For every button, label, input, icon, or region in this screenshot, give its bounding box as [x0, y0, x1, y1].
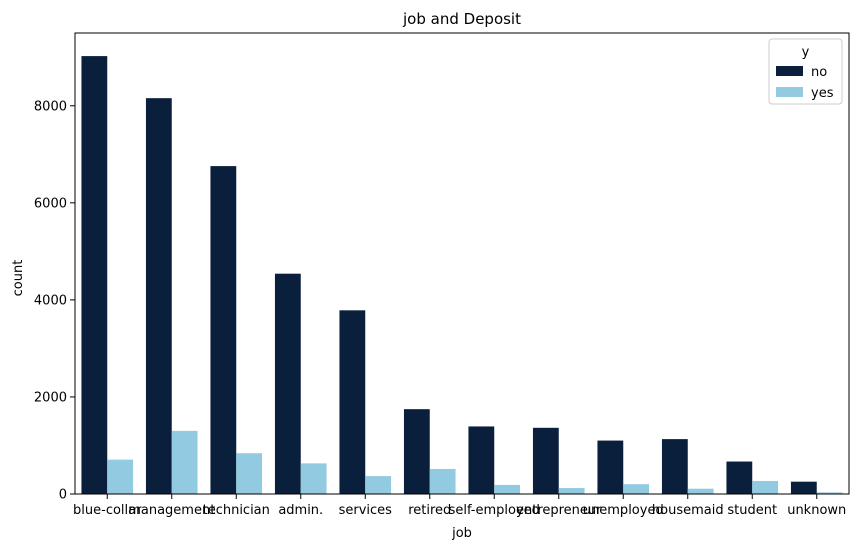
x-tick-label: unemployed — [583, 503, 664, 518]
x-tick-label: management — [128, 503, 215, 518]
bar-yes-unknown — [816, 492, 843, 494]
y-tick-label: 6000 — [34, 196, 67, 211]
x-tick-label: blue-collar — [73, 503, 142, 518]
bar-no-unknown — [790, 481, 817, 494]
bar-yes-student — [752, 480, 779, 494]
bar-no-services — [339, 310, 366, 494]
bar-no-technician — [210, 166, 237, 495]
bar-no-self-employed — [468, 426, 495, 494]
x-tick-label: housemaid — [652, 503, 724, 518]
legend: yno yes — [768, 38, 843, 105]
plot-area: 0 2000 4000 6000 8000 blue-collarmanagementte… — [34, 32, 850, 518]
chart-title: job and Deposit — [402, 10, 521, 28]
legend-swatch-no — [776, 66, 803, 76]
bar-yes-housemaid — [687, 488, 714, 494]
x-tick-label: student — [727, 503, 777, 518]
bar-yes-management — [171, 430, 198, 494]
x-tick-label: technician — [203, 503, 270, 518]
x-tick-label: unknown — [787, 503, 846, 518]
x-tick-label: entrepreneur — [516, 503, 602, 518]
bar-yes-blue-collar — [107, 459, 134, 494]
bar-no-blue-collar — [81, 56, 108, 495]
bar-yes-admin. — [300, 463, 327, 494]
y-tick-label: 2000 — [34, 390, 67, 405]
legend-swatch-yes — [776, 87, 803, 97]
legend-title: y — [802, 45, 810, 60]
legend-label-yes: yes — [811, 86, 834, 101]
bar-no-entrepreneur — [532, 427, 559, 494]
x-tick-label: self-employed — [449, 503, 540, 518]
bar-yes-retired — [429, 468, 456, 494]
y-tick-label: 4000 — [34, 293, 67, 308]
bar-no-housemaid — [661, 439, 688, 494]
bar-no-admin. — [274, 273, 301, 494]
y-axis-label: count — [11, 260, 26, 297]
x-tick-label: retired — [408, 503, 451, 518]
bar-no-management — [145, 98, 172, 495]
y-tick-label: 0 — [59, 488, 67, 503]
bar-no-unemployed — [597, 440, 624, 494]
y-tick-label: 8000 — [34, 99, 67, 114]
bar-yes-self-employed — [494, 484, 521, 494]
bar-yes-services — [365, 476, 392, 494]
plot-frame — [74, 32, 850, 495]
bar-yes-unemployed — [623, 484, 650, 494]
bar-yes-technician — [236, 453, 263, 494]
x-tick-label: services — [339, 503, 393, 518]
bar-no-retired — [403, 409, 430, 494]
x-axis-label: job — [451, 526, 472, 541]
legend-label-no: no — [811, 65, 827, 80]
bar-no-student — [726, 461, 753, 494]
x-tick-label: admin. — [278, 503, 323, 518]
bar-yes-entrepreneur — [558, 488, 585, 494]
